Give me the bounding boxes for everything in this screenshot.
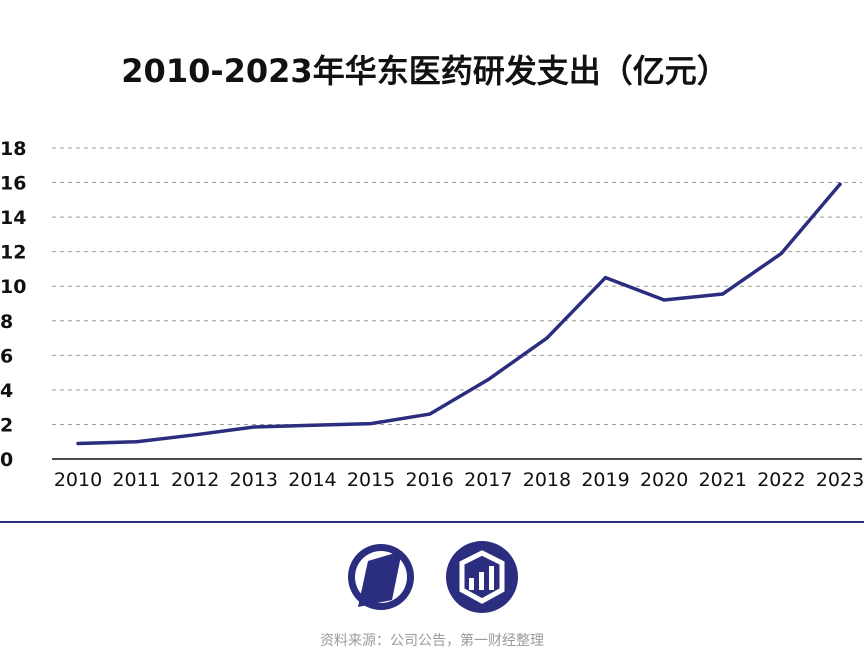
data-point	[428, 412, 432, 416]
y-tick-label: 2	[0, 414, 13, 436]
y-axis-tick-labels: 0 2 4 6 8 10 12 14 16 18	[0, 138, 26, 471]
x-tick-label: 2013	[230, 469, 278, 491]
y-tick-label: 12	[0, 242, 26, 264]
data-bars-logo-icon	[446, 541, 518, 613]
y-tick-label: 18	[0, 138, 26, 160]
series-layer	[76, 182, 842, 446]
y-tick-label: 4	[0, 380, 13, 402]
y-tick-label: 0	[0, 449, 13, 471]
data-point	[779, 251, 783, 255]
x-tick-label: 2015	[347, 469, 395, 491]
x-tick-label: 2019	[581, 469, 629, 491]
data-point	[486, 377, 490, 382]
data-point	[603, 275, 608, 280]
x-tick-label: 2011	[112, 469, 160, 491]
y-tick-label: 10	[0, 276, 26, 298]
y-tick-label: 6	[0, 345, 13, 367]
data-point	[193, 433, 197, 437]
chart-title: 2010-2023年华东医药研发支出（亿元）	[121, 52, 728, 90]
x-tick-label: 2021	[699, 469, 747, 491]
x-tick-label: 2023	[816, 469, 864, 491]
source-note: 资料来源：公司公告，第一财经整理	[320, 632, 544, 649]
data-point	[76, 441, 80, 446]
data-point	[721, 292, 725, 296]
data-point	[838, 182, 842, 186]
x-tick-label: 2014	[288, 469, 336, 491]
x-tick-label: 2017	[464, 469, 512, 491]
y-tick-label: 8	[0, 311, 13, 333]
y-tick-label: 14	[0, 207, 26, 229]
data-point	[252, 425, 256, 429]
yicai-logo-icon	[348, 544, 414, 610]
data-point	[310, 423, 315, 427]
x-axis-tick-labels: 2010 2011 2012 2013 2014 2015 2016 2017 2018 2019…	[54, 469, 864, 491]
x-tick-label: 2010	[54, 469, 102, 491]
data-point	[662, 298, 666, 302]
x-tick-label: 2022	[757, 469, 805, 491]
x-tick-label: 2018	[523, 469, 571, 491]
data-point	[135, 440, 139, 444]
data-point	[545, 336, 549, 340]
data-point	[369, 421, 373, 426]
series-line	[76, 182, 842, 446]
gridlines	[52, 147, 862, 425]
x-tick-label: 2016	[406, 469, 454, 491]
x-tick-label: 2020	[640, 469, 688, 491]
x-tick-label: 2012	[171, 469, 219, 491]
y-tick-label: 16	[0, 173, 26, 195]
